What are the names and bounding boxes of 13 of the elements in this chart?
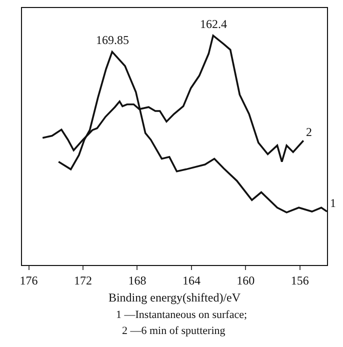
text: 2 —6 min of sputtering — [122, 325, 226, 337]
x-tick-label: 156 — [290, 273, 309, 288]
annotation: 162.4 — [200, 17, 227, 31]
text: 1 —Instantaneous on surface; — [116, 309, 248, 321]
x-axis-title: Binding energy(shifted)/eV — [108, 290, 241, 304]
series-label: 2 — [306, 125, 312, 139]
x-tick-label: 172 — [74, 273, 92, 288]
annotation: 169.85 — [96, 33, 129, 47]
x-tick-label: 168 — [128, 273, 146, 288]
x-tick-label: 176 — [20, 273, 38, 288]
x-tick-label: 160 — [236, 273, 255, 288]
series-label: 1 — [330, 196, 336, 210]
x-tick-label: 164 — [182, 273, 200, 288]
